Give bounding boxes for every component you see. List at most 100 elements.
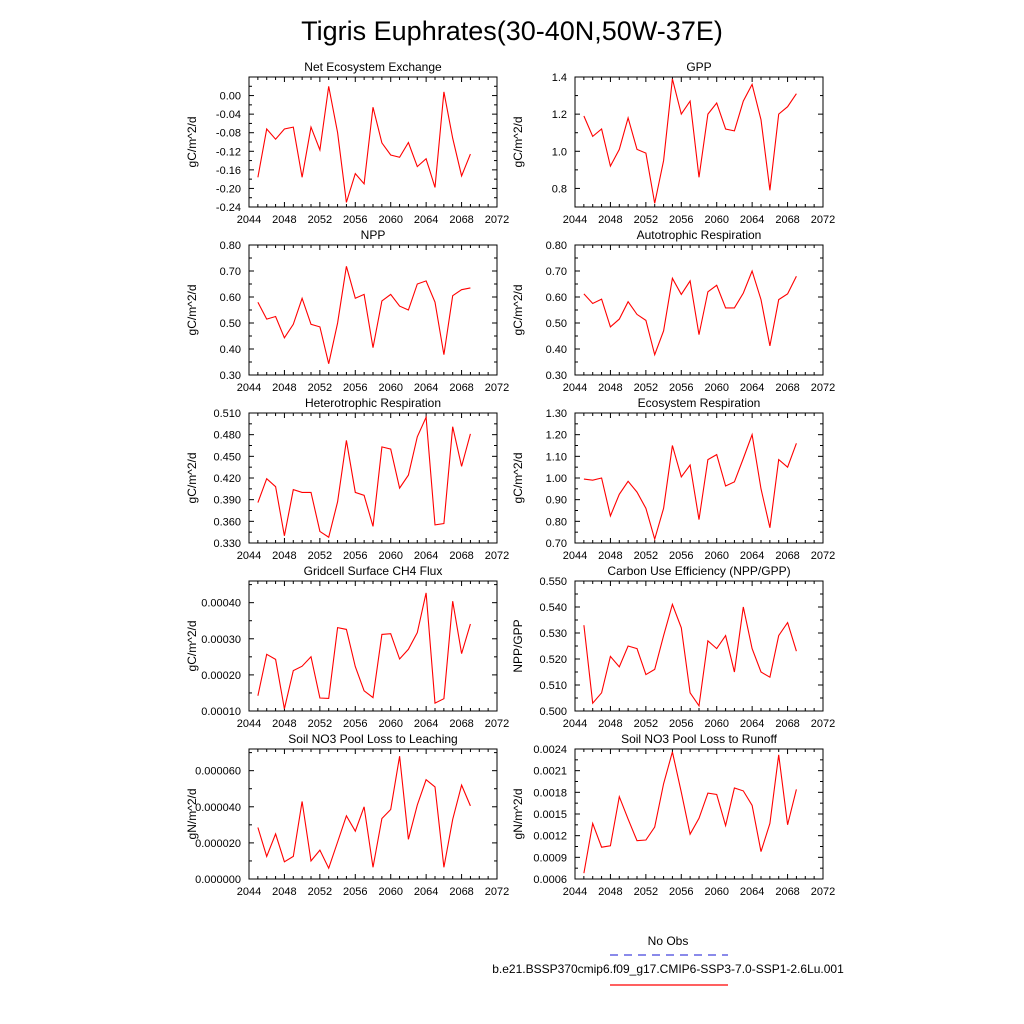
x-tick-label: 2056 [669,718,693,730]
y-tick-label: 1.2 [552,109,567,121]
x-tick-label: 2052 [634,886,658,898]
x-tick-label: 2052 [308,214,332,226]
y-tick-label: 0.70 [546,266,567,278]
y-tick-label: 1.10 [546,451,567,463]
x-tick-label: 2052 [308,550,332,562]
plot-frame [574,244,824,376]
x-tick-label: 2044 [563,718,587,730]
y-tick-label: -0.20 [216,183,241,195]
y-tick-label: 0.60 [546,292,567,304]
x-tick-label: 2072 [485,886,509,898]
x-tick-label: 2072 [811,382,835,394]
x-tick-label: 2044 [237,550,261,562]
y-tick-label: 0.70 [220,266,241,278]
panel-title: Autotrophic Respiration [637,228,762,242]
x-tick-label: 2052 [308,886,332,898]
y-tick-label: 0.000040 [195,802,241,814]
x-tick-label: 2060 [378,718,402,730]
x-tick-label: 2056 [343,886,367,898]
plot-frame [574,76,824,208]
x-tick-label: 2064 [740,550,764,562]
y-tick-label: 0.510 [213,408,241,420]
y-tick-label: -0.12 [216,146,241,158]
x-tick-label: 2052 [308,718,332,730]
x-tick-label: 2048 [272,718,296,730]
x-tick-label: 2060 [704,550,728,562]
x-tick-label: 2056 [343,718,367,730]
x-tick-label: 2060 [378,214,402,226]
y-axis-label: gC/m^2/d [511,117,525,168]
x-tick-label: 2056 [343,214,367,226]
x-tick-label: 2060 [378,886,402,898]
x-tick-label: 2072 [485,718,509,730]
x-tick-label: 2068 [775,382,799,394]
plot-frame [574,580,824,712]
x-tick-label: 2060 [378,550,402,562]
y-tick-label: 0.90 [546,495,567,507]
chart-panel: Gridcell Surface CH4 Flux gC/m^2/d 2044 204… [185,564,509,730]
y-tick-label: 0.80 [546,240,567,252]
y-tick-label: 0.8 [552,183,567,195]
x-tick-label: 2048 [598,214,622,226]
y-tick-label: 0.540 [539,602,567,614]
panel-title: Soil NO3 Pool Loss to Leaching [288,732,457,746]
y-tick-label: 1.4 [552,72,567,84]
x-tick-label: 2052 [634,718,658,730]
y-axis-label: NPP/GPP [511,619,525,672]
x-tick-label: 2048 [272,550,296,562]
y-axis-label: gC/m^2/d [511,453,525,504]
chart-panel: GPP gC/m^2/d 2044 2048 2052 2056 2060 2064 2068 2… [511,60,835,226]
x-tick-label: 2060 [378,382,402,394]
x-tick-label: 2060 [704,382,728,394]
x-tick-label: 2048 [598,886,622,898]
x-tick-label: 2064 [740,382,764,394]
x-tick-label: 2064 [740,886,764,898]
x-tick-label: 2068 [449,718,473,730]
x-tick-label: 2044 [563,214,587,226]
x-tick-label: 2064 [414,382,438,394]
panel-title: Net Ecosystem Exchange [304,60,442,74]
y-tick-label: 0.0006 [533,874,567,886]
y-tick-label: 0.50 [546,318,567,330]
y-axis-label: gC/m^2/d [185,285,199,336]
y-tick-label: 0.0021 [533,766,567,778]
y-tick-label: 0.450 [213,451,241,463]
x-tick-label: 2056 [669,382,693,394]
x-tick-label: 2072 [811,718,835,730]
y-tick-label: 0.510 [539,680,567,692]
x-tick-label: 2044 [237,886,261,898]
x-tick-label: 2072 [485,214,509,226]
x-tick-label: 2060 [704,886,728,898]
x-tick-label: 2072 [811,886,835,898]
panel-title: Ecosystem Respiration [638,396,761,410]
y-tick-label: 0.30 [220,370,241,382]
plot-frame [248,244,498,376]
series-line [583,751,797,874]
x-tick-label: 2056 [343,550,367,562]
x-tick-label: 2060 [704,718,728,730]
y-axis-label: gC/m^2/d [511,285,525,336]
x-tick-label: 2068 [775,214,799,226]
chart-panel: Soil NO3 Pool Loss to Runoff gN/m^2/d 2044… [511,732,835,898]
series-line [257,86,471,203]
y-tick-label: 0.80 [546,516,567,528]
y-tick-label: -0.24 [216,202,241,214]
y-tick-label: 0.520 [539,654,567,666]
x-tick-label: 2064 [414,550,438,562]
plot-frame [248,748,498,880]
y-tick-label: 0.000060 [195,766,241,778]
x-tick-label: 2052 [634,382,658,394]
x-tick-label: 2044 [563,886,587,898]
y-tick-label: 0.530 [539,628,567,640]
x-tick-label: 2072 [811,550,835,562]
y-tick-label: 0.60 [220,292,241,304]
y-tick-label: 0.0009 [533,852,567,864]
x-tick-label: 2044 [237,718,261,730]
y-tick-label: 1.30 [546,408,567,420]
y-tick-label: 0.70 [546,538,567,550]
y-tick-label: 0.80 [220,240,241,252]
x-tick-label: 2056 [669,550,693,562]
x-tick-label: 2068 [775,550,799,562]
x-tick-label: 2060 [704,214,728,226]
series-line [257,756,471,870]
